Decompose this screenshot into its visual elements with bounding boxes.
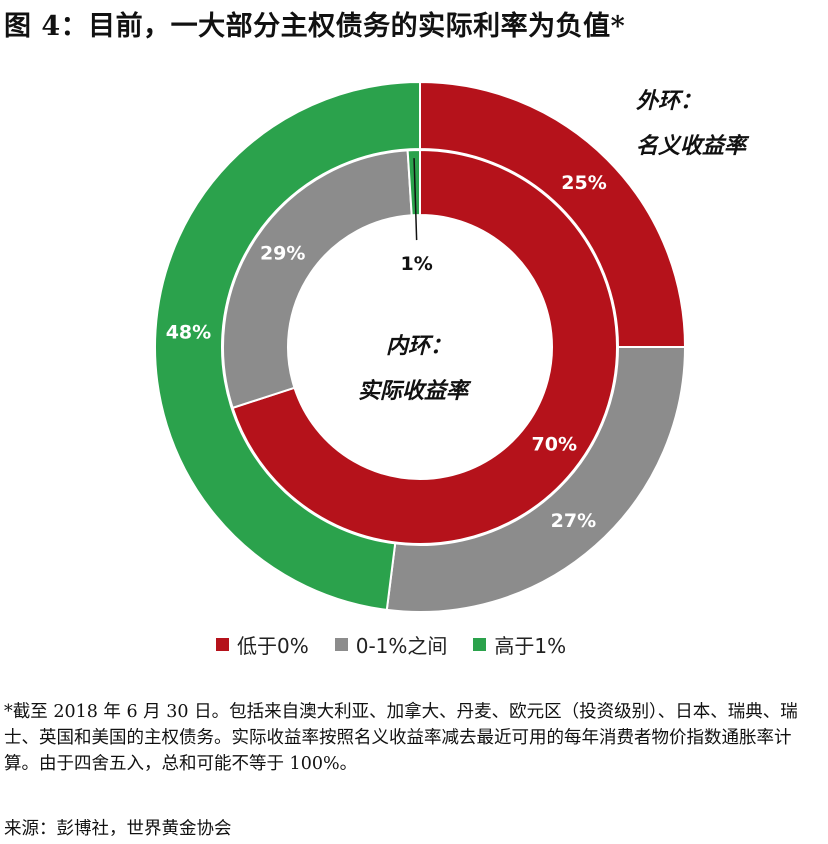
legend-item-below-zero: 低于0% [216,630,309,659]
source-note: 来源：彭博社，世界黄金协会 [4,819,232,839]
chart-title: 图 4：目前，一大部分主权债务的实际利率为负值* [4,11,626,42]
nested-donut-chart: 25% 27% 48% 70% 29% 1% 外环： 名义收益率 内环： 实际收益率 [154,80,750,613]
footnote: *截至 2018 年 6 月 30 日。包括来自澳大利亚、加拿大、丹麦、欧元区（… [4,702,798,774]
inner-ring-slice-0 [231,148,618,545]
legend-item-zero-to-one: 0-1%之间 [334,630,448,659]
legend-label: 低于0% [237,634,309,658]
inner-ring-label-line1: 内环： [386,334,452,359]
outer-ring-label-line2: 名义收益率 [636,133,750,159]
outer-ring-data-label-0: 25% [561,172,606,194]
legend-label: 高于1% [494,634,567,658]
legend-label: 0-1%之间 [355,634,448,658]
inner-ring-slice-2 [406,148,421,217]
inner-ring-data-label-0: 70% [532,434,577,456]
inner-ring-leader-line [413,158,418,241]
legend-swatch-red [216,638,229,651]
legend-item-above-one: 高于1% [473,630,566,659]
inner-ring-data-label-2: 1% [401,253,433,275]
legend-swatch-green [473,638,487,651]
outer-ring-data-label-1: 27% [551,510,596,532]
chart-legend: 低于0% 0-1%之间 高于1% [216,630,566,659]
inner-ring-label-line2: 实际收益率 [358,378,472,404]
outer-ring-data-label-2: 48% [166,321,211,343]
outer-ring-label-line1: 外环： [636,89,702,114]
inner-ring-data-label-1: 29% [260,243,305,265]
inner-ring-slice-1 [222,149,413,410]
legend-swatch-gray [334,638,348,651]
